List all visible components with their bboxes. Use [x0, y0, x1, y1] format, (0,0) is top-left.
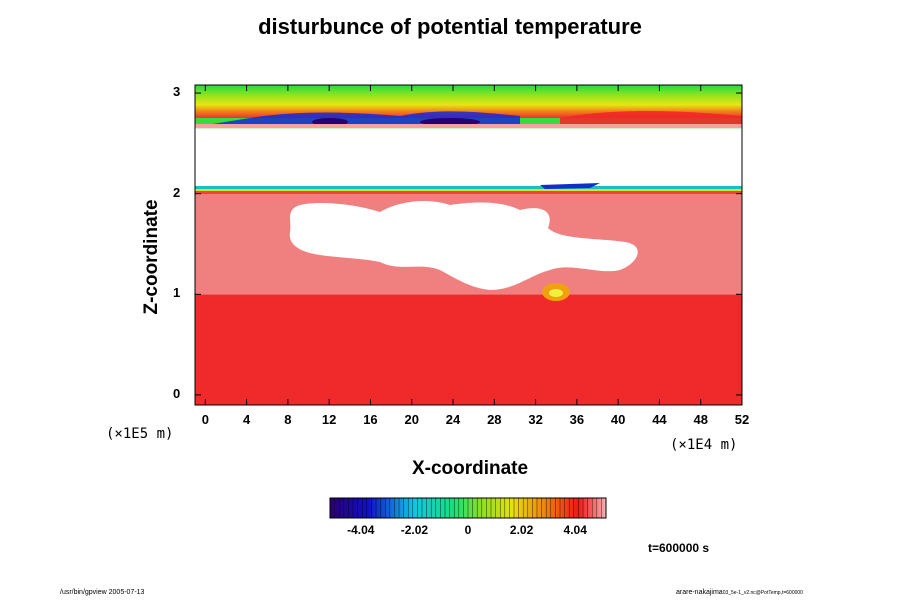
- x-tick-label: 0: [201, 412, 209, 427]
- x-tick-label: 12: [321, 412, 337, 427]
- x-tick-label: 32: [528, 412, 543, 427]
- heatmap-details: [195, 85, 742, 301]
- tick-marks: [195, 85, 743, 405]
- colorbar: [329, 497, 607, 519]
- colorbar-ticks: [334, 498, 602, 518]
- white-void-region: [289, 200, 638, 290]
- y-axis-label: Z-coordinate: [141, 199, 162, 315]
- colorbar-tick-label: 0: [464, 523, 472, 537]
- x-units-label: (×1E4 m): [670, 437, 738, 453]
- y-tick-label: 2: [173, 184, 181, 200]
- x-tick-label: 40: [610, 412, 626, 427]
- z-units-label: (×1E5 m): [106, 426, 174, 442]
- band-line-yellow: [195, 189, 742, 191]
- footer-right-main: arare-nakajima: [676, 589, 723, 596]
- x-tick-label: 8: [284, 412, 292, 427]
- x-tick-label: 36: [569, 412, 585, 427]
- x-tick-label: 4: [242, 412, 251, 427]
- colorbar-tick-label: -2.02: [400, 523, 429, 537]
- colorbar-tick-label: -4.04: [347, 523, 375, 537]
- vortex-yellow: [549, 289, 563, 297]
- band-blue-patch: [540, 183, 600, 189]
- x-axis-label: X-coordinate: [411, 458, 529, 479]
- footer-left: /usr/bin/gpview 2005-07-13: [60, 589, 145, 596]
- x-tick-label: 48: [693, 412, 708, 427]
- x-tick-label: 44: [652, 412, 667, 427]
- region-lower-layer: [195, 294, 742, 405]
- colorbar-tick-label: 4.04: [563, 523, 587, 537]
- upper-edge: [195, 124, 742, 128]
- band-line-cyan: [195, 186, 742, 189]
- band-line-red: [195, 191, 742, 194]
- y-tick-label: 3: [173, 84, 181, 100]
- footer-right-small: 03_5e-1_v2.nc@PotTemp,t=600000: [722, 590, 803, 596]
- colorbar-tick-label: 2.02: [509, 523, 534, 537]
- x-tick-label: 24: [445, 412, 461, 427]
- x-tick-label: 28: [487, 412, 502, 427]
- y-tick-label: 0: [173, 385, 181, 401]
- y-tick-label: 1: [173, 285, 181, 301]
- upper-red-patch: [560, 111, 742, 126]
- x-tick-label: 52: [734, 412, 750, 427]
- x-tick-label: 20: [404, 412, 419, 427]
- plot-frame: [194, 84, 743, 406]
- x-tick-label: 16: [363, 412, 378, 427]
- footer-right: arare-nakajima03_5e-1_v2.nc@PotTemp,t=60…: [676, 589, 803, 596]
- time-label: t=600000 s: [648, 541, 710, 555]
- chart-title: disturbunce of potential temperature: [258, 14, 642, 39]
- region-gap-undefined: [195, 128, 742, 189]
